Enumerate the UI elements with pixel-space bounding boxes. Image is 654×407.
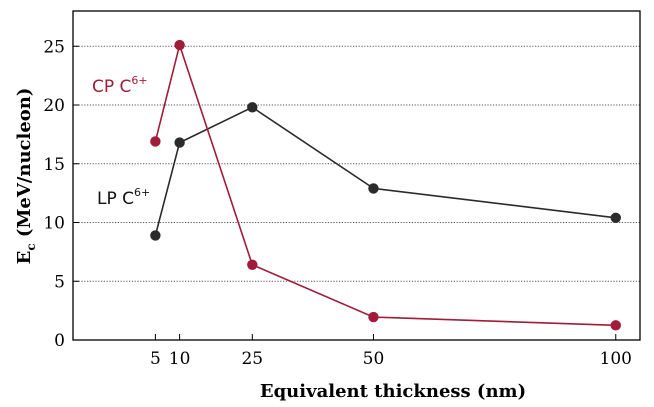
data-point-cp-25 xyxy=(247,259,258,270)
data-point-cp-5 xyxy=(150,136,161,147)
y-axis-title: Ec (MeV/nucleon) xyxy=(14,88,38,265)
grid-lines xyxy=(73,45,640,282)
data-point-cp-10 xyxy=(174,39,185,51)
y-tick-label-10: 10 xyxy=(43,214,65,234)
y-tick-label-20: 20 xyxy=(43,96,65,116)
series-line-cp xyxy=(154,42,616,327)
data-point-cp-100 xyxy=(610,320,621,331)
series-line-lp xyxy=(154,106,616,236)
y-tick-label-25: 25 xyxy=(43,37,65,57)
x-tick-label-50: 50 xyxy=(363,349,385,369)
data-point-lp-50 xyxy=(368,183,379,194)
x-tick-label-25: 25 xyxy=(241,349,263,369)
x-tick-label-5: 5 xyxy=(150,349,161,369)
axis-ticks: 0 5 10 15 20 25 5 10 25 50 100 xyxy=(43,37,632,369)
series-label-lp: LP C6+ xyxy=(97,186,150,209)
plot-frame xyxy=(72,10,641,341)
y-tick-label-15: 15 xyxy=(43,155,65,175)
data-point-cp-50 xyxy=(368,311,379,323)
data-point-lp-100 xyxy=(610,212,621,223)
y-tick-label-5: 5 xyxy=(54,272,65,292)
data-point-lp-25 xyxy=(247,102,258,113)
x-axis-title: Equivalent thickness (nm) xyxy=(260,381,526,402)
series-label-cp: CP C6+ xyxy=(92,74,148,97)
data-point-lp-10 xyxy=(174,137,185,148)
series-group xyxy=(150,39,621,331)
data-point-lp-5 xyxy=(150,230,161,241)
x-tick-label-100: 100 xyxy=(600,349,632,369)
x-tick-label-10: 10 xyxy=(169,349,191,369)
y-tick-label-0: 0 xyxy=(54,331,65,351)
